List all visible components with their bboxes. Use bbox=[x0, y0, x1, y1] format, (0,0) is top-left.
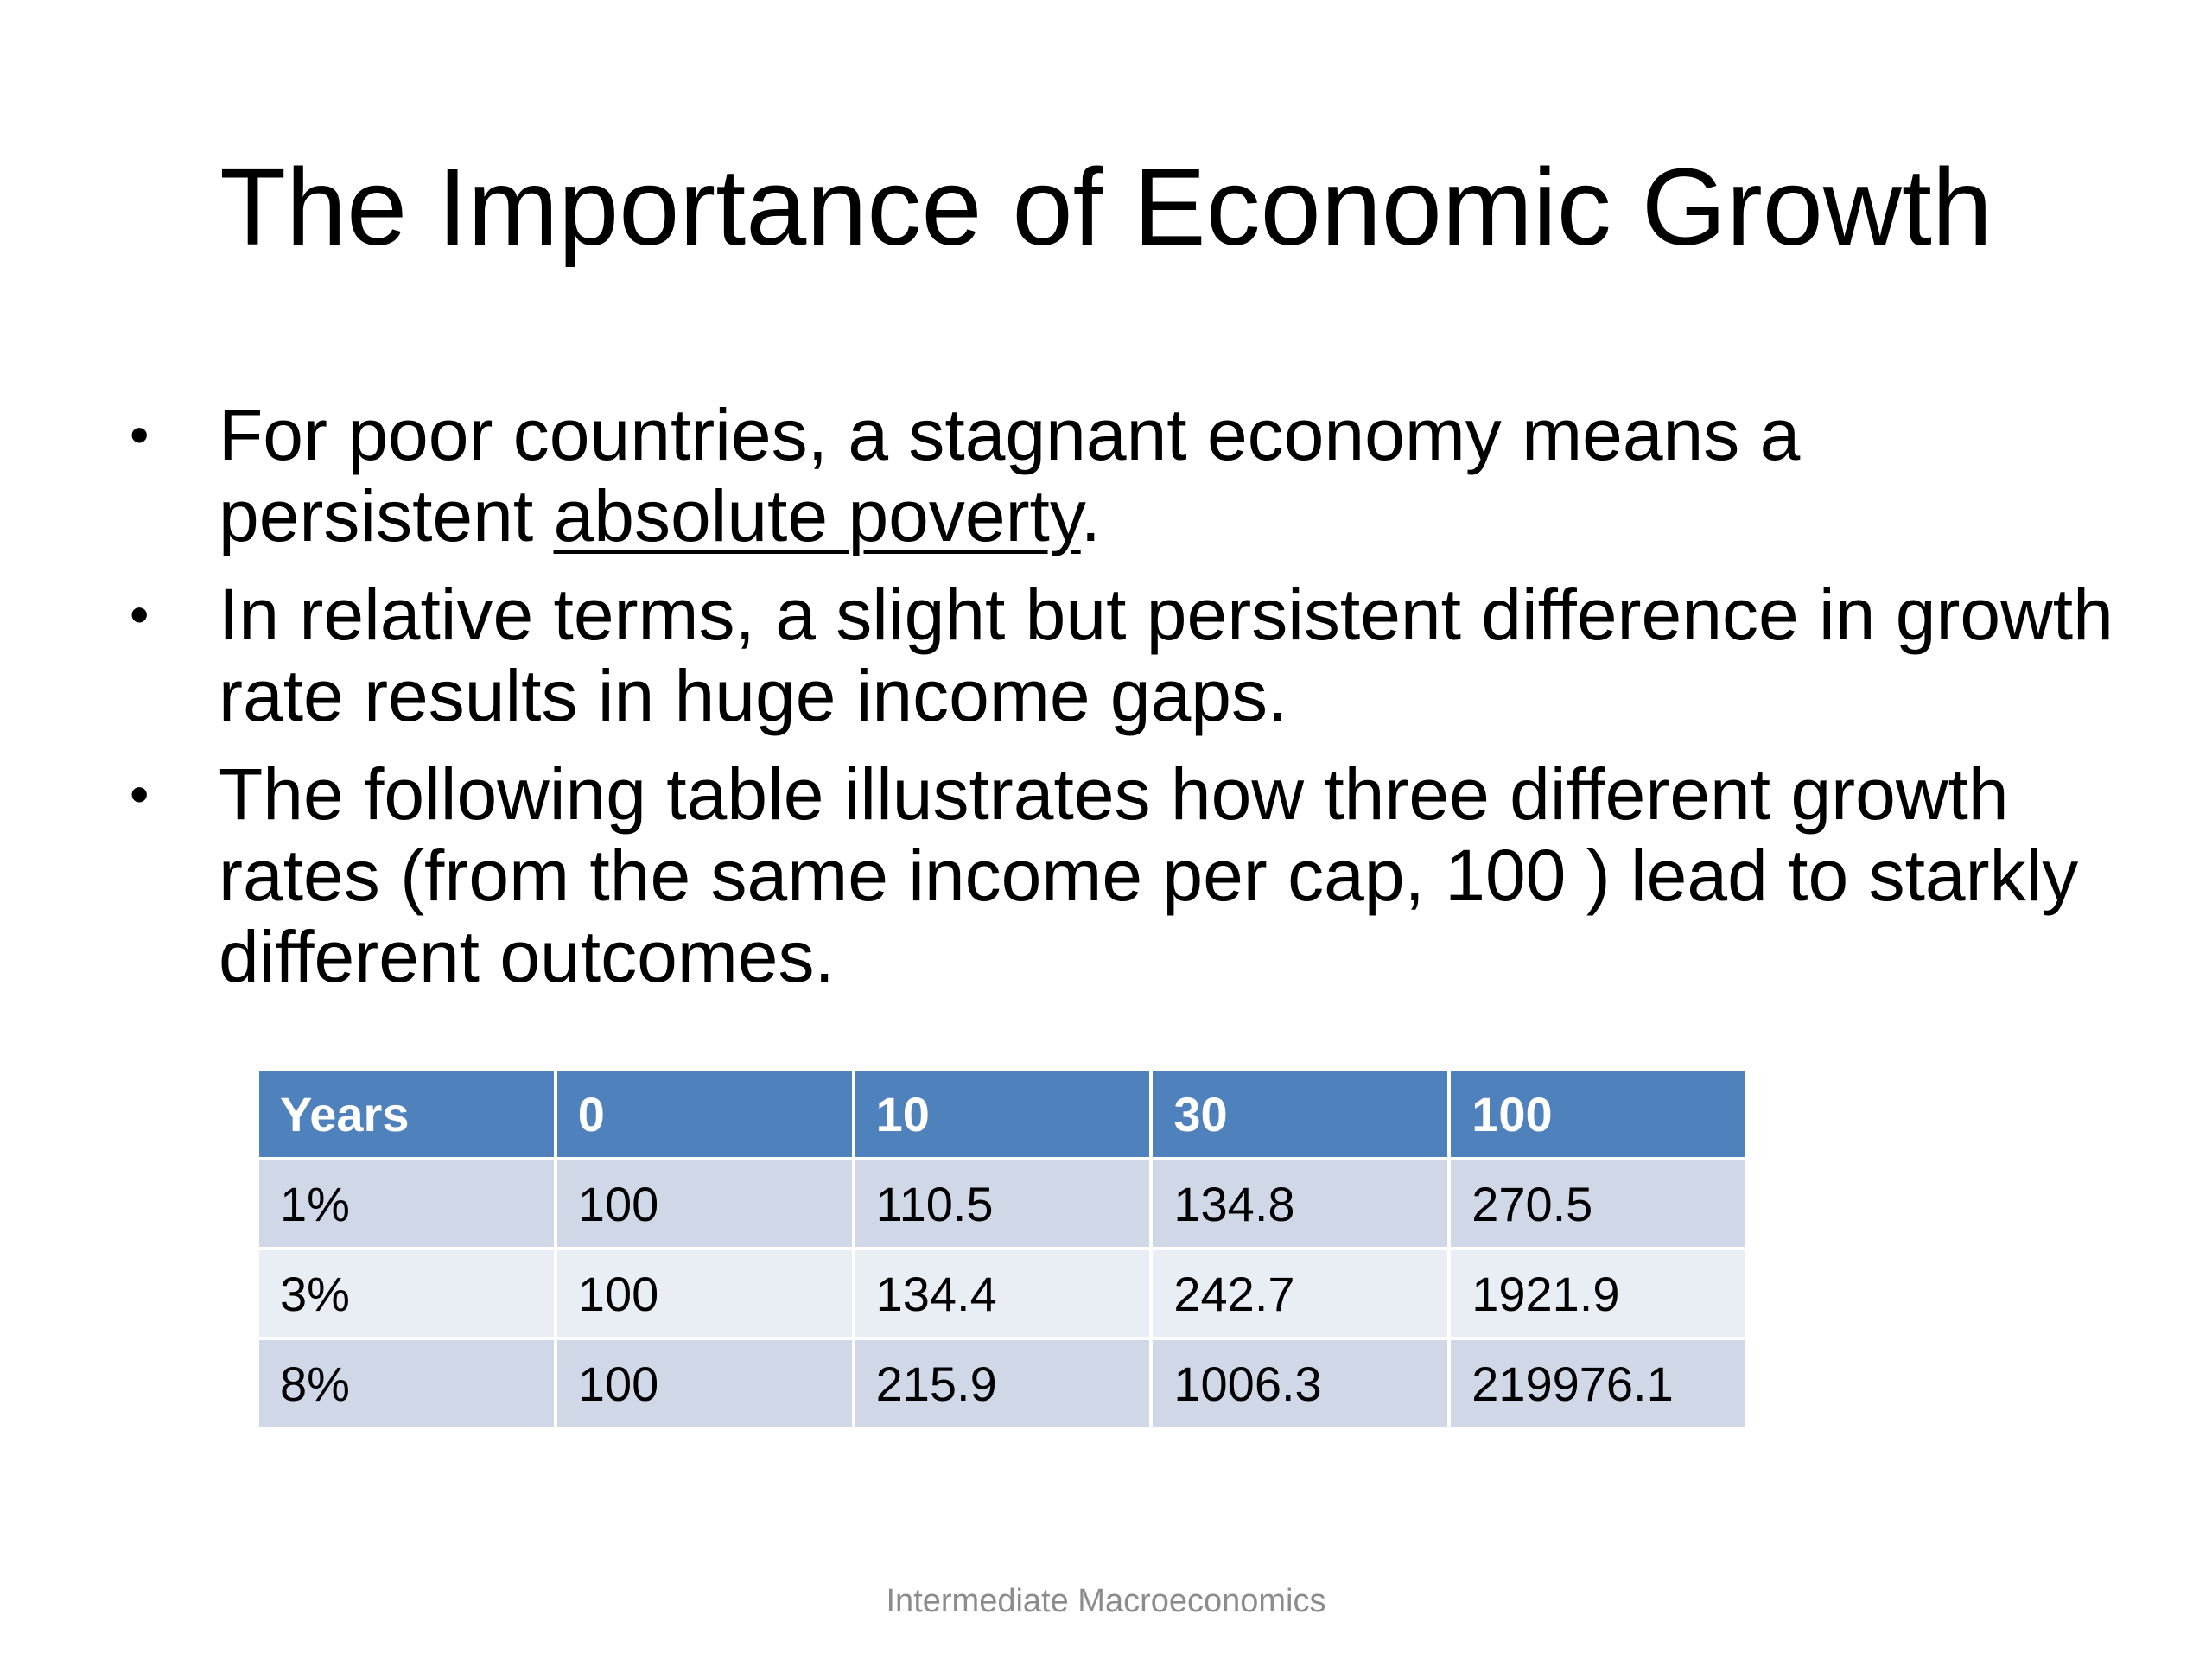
table-cell: 134.8 bbox=[1153, 1160, 1448, 1247]
bullet-marker: • bbox=[130, 404, 149, 466]
bullet-marker: • bbox=[130, 763, 149, 825]
slide-footer: Intermediate Macroeconomics bbox=[886, 1583, 1326, 1619]
bullet-text-end: . bbox=[1080, 475, 1102, 556]
table-header-cell: Years bbox=[259, 1071, 554, 1157]
underlined-term: absolute poverty bbox=[553, 475, 1081, 556]
table-cell: 1006.3 bbox=[1153, 1340, 1448, 1427]
table-header-cell: 0 bbox=[556, 1071, 852, 1157]
table-header-cell: 30 bbox=[1153, 1071, 1448, 1157]
table-row: 3% 100 134.4 242.7 1921.9 bbox=[259, 1250, 1745, 1337]
bullet-item: • The following table illustrates how th… bbox=[130, 753, 2117, 997]
bullet-text: For poor countries, a stagnant economy m… bbox=[219, 394, 1801, 556]
bullet-marker: • bbox=[130, 583, 149, 645]
table-header-cell: 10 bbox=[855, 1071, 1150, 1157]
table-cell: 3% bbox=[259, 1250, 554, 1337]
table-header-cell: 100 bbox=[1451, 1071, 1745, 1157]
table-cell: 1921.9 bbox=[1451, 1250, 1745, 1337]
table-cell: 270.5 bbox=[1451, 1160, 1745, 1247]
table-cell: 134.4 bbox=[855, 1250, 1150, 1337]
table-cell: 219976.1 bbox=[1451, 1340, 1745, 1427]
table-cell: 100 bbox=[556, 1250, 852, 1337]
table-row: 1% 100 110.5 134.8 270.5 bbox=[259, 1160, 1745, 1247]
growth-table-container: Years 0 10 30 100 1% 100 110.5 134.8 270… bbox=[256, 1067, 1749, 1430]
table-cell: 242.7 bbox=[1153, 1250, 1448, 1337]
bullet-list: • For poor countries, a stagnant economy… bbox=[130, 394, 2117, 1014]
slide-title: The Importance of Economic Growth bbox=[219, 146, 1993, 268]
bullet-item: • For poor countries, a stagnant economy… bbox=[130, 394, 2117, 556]
table-cell: 100 bbox=[556, 1160, 852, 1247]
table-cell: 100 bbox=[556, 1340, 852, 1427]
table-cell: 215.9 bbox=[855, 1340, 1150, 1427]
table-cell: 110.5 bbox=[855, 1160, 1150, 1247]
table-cell: 1% bbox=[259, 1160, 554, 1247]
bullet-text: The following table illustrates how thre… bbox=[219, 753, 2079, 997]
table-row: 8% 100 215.9 1006.3 219976.1 bbox=[259, 1340, 1745, 1427]
growth-table: Years 0 10 30 100 1% 100 110.5 134.8 270… bbox=[256, 1067, 1749, 1430]
bullet-text: In relative terms, a slight but persiste… bbox=[219, 574, 2113, 736]
table-cell: 8% bbox=[259, 1340, 554, 1427]
table-header-row: Years 0 10 30 100 bbox=[259, 1071, 1745, 1157]
bullet-item: • In relative terms, a slight but persis… bbox=[130, 574, 2117, 736]
